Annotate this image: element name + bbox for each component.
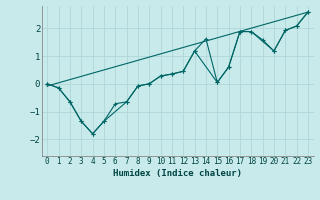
X-axis label: Humidex (Indice chaleur): Humidex (Indice chaleur) (113, 169, 242, 178)
